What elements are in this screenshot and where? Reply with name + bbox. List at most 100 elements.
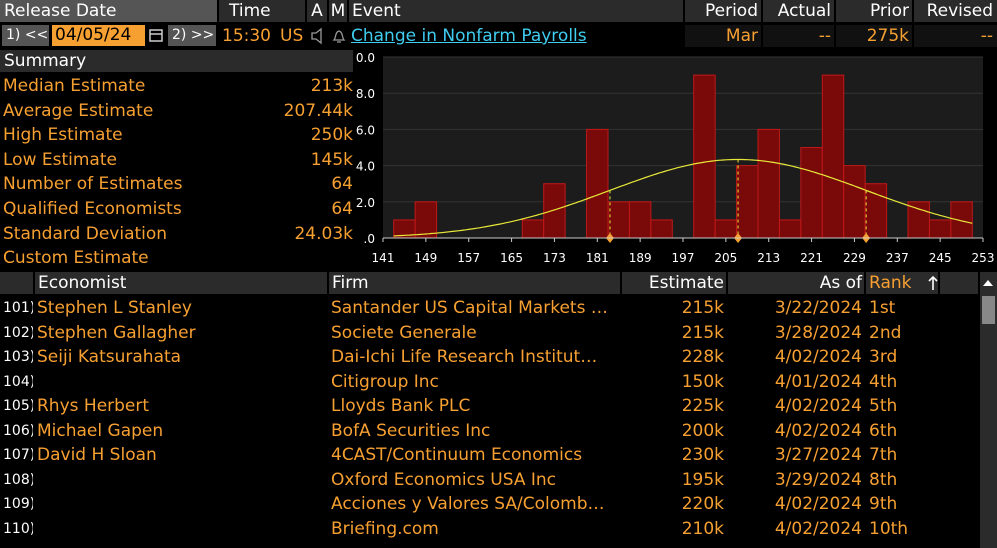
estimate: 225k [681,396,724,417]
summary-label: Qualified Economists [3,199,182,219]
x-tick-label: 197 [672,251,695,265]
date-input[interactable]: 04/05/24 [52,25,145,46]
y-tick-label: 6.0 [356,123,375,137]
as-of-date: 4/02/2024 [774,519,862,540]
speaker-icon[interactable] [309,27,327,45]
bar [907,201,930,239]
as-of-date: 4/01/2024 [774,371,862,392]
bar [521,219,545,239]
summary-value: 250k [310,125,353,146]
summary-label: Average Estimate [3,100,154,121]
normal-curve [393,158,973,237]
economist: Seiji Katsurahata [37,347,182,368]
scroll-up[interactable] [980,274,997,292]
bar [843,165,866,239]
bar [950,201,973,239]
y-tick-label: 8.0 [356,87,375,101]
economist: Michael Gapen [37,420,164,441]
release-prior: 275k [836,25,912,47]
y-tick-label: 10.0 [355,51,375,65]
as-of-date: 4/02/2024 [774,347,862,368]
summary-label: High Estimate [3,125,123,146]
header-cell[interactable]: Rank [866,272,938,294]
y-tick-label: .0 [364,232,375,246]
bar [757,128,780,239]
x-tick-label: 181 [586,251,609,265]
estimate: 150k [681,371,724,392]
next-button[interactable]: 2) >> [168,25,216,46]
rank: 2nd [869,322,902,343]
row-index: 105) [3,398,33,415]
header-cell[interactable]: Actual [763,0,834,22]
summary-label: Low Estimate [3,149,117,170]
y-tick-label: 2.0 [356,196,375,210]
summary-value: 64 [331,199,353,219]
bar [714,219,738,239]
y-tick-label: 4.0 [356,160,375,174]
header-cell [940,272,978,294]
scrollbar[interactable] [980,272,997,548]
header-cell[interactable]: Firm [329,272,620,294]
release-country: US [280,26,304,46]
x-tick-label: 237 [886,251,909,265]
bell-icon[interactable] [330,27,348,45]
row-index: 110) [3,521,33,538]
x-tick-label: 149 [414,251,437,265]
bar [778,219,802,239]
economist: David H Sloan [37,445,157,466]
x-tick-label: 253 [972,251,995,265]
rank: 1st [869,298,896,318]
histogram: .0 2.0 4.0 6.0 8.0 10.0 141 149 157 165 173 181 189 1… [355,51,995,265]
estimate: 228k [681,347,724,368]
sort-arrow[interactable] [926,274,940,292]
header-cell[interactable]: Estimate [622,272,726,294]
firm: Acciones y Valores SA/Colomb… [331,494,605,515]
release-time: 15:30 [222,26,271,46]
firm: Citigroup Inc [331,371,439,392]
summary-label: Custom Estimate [3,248,149,269]
summary-value: 64 [331,174,353,195]
as-of-date: 3/29/2024 [774,469,862,490]
firm: Societe Generale [331,322,477,343]
header-cell[interactable]: Economist [35,272,327,294]
row-index: 107) [3,447,33,464]
header-cell[interactable]: M [329,0,347,22]
header-cell[interactable]: A [307,0,327,22]
firm: Lloyds Bank PLC [331,396,471,417]
economist: Stephen L Stanley [37,298,192,318]
estimate: 215k [681,298,724,318]
x-tick-label: 221 [800,251,823,265]
row-index: 109) [3,496,33,513]
rank: 10th [869,519,909,540]
event-link[interactable]: Change in Nonfarm Payrolls [351,26,587,46]
header-cell[interactable]: Revised [914,0,997,22]
release-revised: -- [914,25,997,47]
scroll-thumb[interactable] [982,296,995,324]
economist: Rhys Herbert [37,396,150,417]
header-cell[interactable]: Event [349,0,683,22]
header-cell[interactable]: Time [219,0,305,22]
row-index: 104) [3,373,33,390]
x-tick-label: 165 [500,251,523,265]
release-period: Mar [685,25,761,47]
firm: Dai-Ichi Life Research Institut… [331,347,598,368]
row-index: 106) [3,422,33,439]
calendar-icon[interactable] [148,27,165,44]
as-of-date: 3/27/2024 [774,445,862,466]
header-cell[interactable]: Release Date [0,0,217,22]
row-index: 103) [3,349,33,366]
estimate: 195k [681,469,724,490]
rank: 5th [869,396,898,417]
header-cell[interactable]: Prior [836,0,912,22]
as-of-date: 4/02/2024 [774,396,862,417]
prev-button[interactable]: 1) << [2,25,49,46]
summary-value: 24.03k [294,223,353,244]
firm: BofA Securities Inc [331,420,491,441]
header-cell[interactable]: Period [685,0,761,22]
header-cell[interactable]: As of [728,272,864,294]
summary-label: Median Estimate [3,76,146,96]
summary-value: 213k [310,76,353,96]
bar [414,201,438,239]
rank: 7th [869,445,898,466]
